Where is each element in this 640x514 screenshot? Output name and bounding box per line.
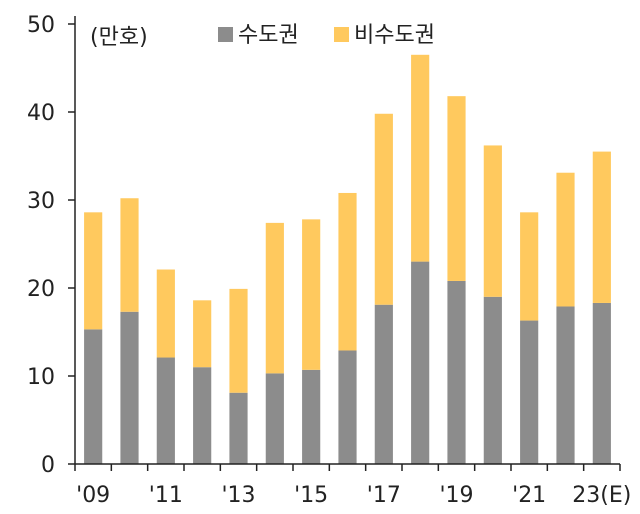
bar-capital-2 bbox=[156, 357, 175, 464]
bar-noncapital-9 bbox=[411, 54, 430, 262]
bar-noncapital-2 bbox=[156, 269, 175, 358]
bar-capital-13 bbox=[556, 306, 575, 464]
x-tick-label-8: '17 bbox=[367, 483, 401, 508]
bar-noncapital-12 bbox=[520, 212, 539, 321]
x-tick-label-0: '09 bbox=[76, 483, 110, 508]
bar-noncapital-13 bbox=[556, 172, 575, 307]
y-tick-label-40: 40 bbox=[27, 101, 55, 126]
bar-capital-6 bbox=[302, 369, 321, 464]
y-tick-label-20: 20 bbox=[27, 277, 55, 302]
bar-noncapital-0 bbox=[84, 212, 103, 330]
bar-noncapital-14 bbox=[592, 151, 611, 303]
legend: 수도권 비수도권 bbox=[218, 23, 435, 48]
x-tick-label-10: '19 bbox=[439, 483, 473, 508]
bar-capital-9 bbox=[411, 261, 430, 464]
bar-capital-11 bbox=[483, 296, 502, 464]
legend-label-noncapital: 비수도권 bbox=[354, 23, 435, 48]
y-tick-label-0: 0 bbox=[41, 453, 55, 478]
bar-capital-0 bbox=[84, 329, 103, 464]
y-tick-label-10: 10 bbox=[27, 365, 55, 390]
bar-capital-10 bbox=[447, 280, 466, 464]
x-tick-label-14: 23(E) bbox=[572, 483, 631, 508]
bar-noncapital-7 bbox=[338, 192, 357, 351]
bar-noncapital-11 bbox=[483, 145, 502, 297]
bar-noncapital-5 bbox=[265, 222, 284, 374]
x-tick-label-6: '15 bbox=[294, 483, 328, 508]
bar-noncapital-4 bbox=[229, 288, 248, 393]
legend-label-capital: 수도권 bbox=[238, 23, 299, 48]
bar-capital-14 bbox=[592, 302, 611, 464]
bar-capital-12 bbox=[520, 320, 539, 464]
y-tick-label-30: 30 bbox=[27, 189, 55, 214]
bar-capital-4 bbox=[229, 392, 248, 464]
x-axis-ticks: '09 '11 '13 '15 '17 '19 '21 23(E) bbox=[74, 464, 631, 508]
x-tick-label-12: '21 bbox=[512, 483, 546, 508]
bar-capital-7 bbox=[338, 350, 357, 464]
bar-capital-5 bbox=[265, 373, 284, 464]
bar-noncapital-6 bbox=[302, 219, 321, 370]
y-axis-ticks: 0 10 20 30 40 50 bbox=[27, 13, 75, 478]
x-tick-label-4: '13 bbox=[221, 483, 255, 508]
legend-swatch-noncapital bbox=[334, 27, 349, 42]
y-tick-label-50: 50 bbox=[27, 13, 55, 38]
bar-noncapital-3 bbox=[193, 300, 212, 368]
bars-group bbox=[84, 54, 611, 464]
bar-capital-1 bbox=[120, 311, 139, 464]
bar-noncapital-8 bbox=[374, 113, 393, 305]
unit-label: (만호) bbox=[90, 25, 148, 50]
bar-capital-8 bbox=[374, 304, 393, 464]
x-tick-label-2: '11 bbox=[149, 483, 183, 508]
bar-noncapital-1 bbox=[120, 198, 139, 312]
bar-capital-3 bbox=[193, 367, 212, 464]
legend-swatch-capital bbox=[218, 27, 233, 42]
bar-noncapital-10 bbox=[447, 96, 466, 281]
